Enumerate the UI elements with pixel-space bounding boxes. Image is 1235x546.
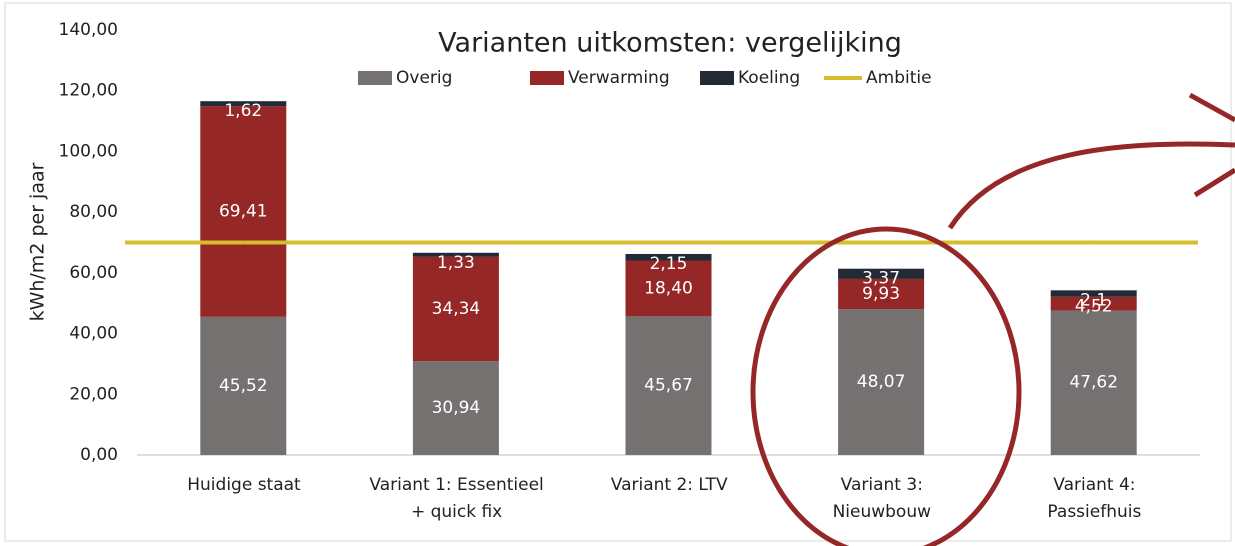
bar-segment xyxy=(625,253,712,261)
y-tick-label: 20,00 xyxy=(69,384,118,404)
value-label: 9,93 xyxy=(862,284,900,304)
value-label: 2,15 xyxy=(650,254,688,274)
legend-swatch xyxy=(700,71,734,85)
value-label: 47,62 xyxy=(1069,373,1118,393)
x-tick-label: Huidige staat xyxy=(187,475,301,495)
x-tick-label: Variant 3: Nieuwbouw xyxy=(832,475,932,522)
legend-label: Ambitie xyxy=(866,68,932,88)
y-axis-label: kWh/m2 per jaar xyxy=(27,162,49,321)
bar-segment xyxy=(1050,290,1137,297)
legend-label: Verwarming xyxy=(568,68,670,88)
bar-segment xyxy=(200,106,287,317)
arrow-head xyxy=(1188,92,1235,198)
value-label: 4,52 xyxy=(1075,297,1113,317)
y-tick-label: 100,00 xyxy=(59,141,118,161)
value-label: 48,07 xyxy=(857,372,906,392)
value-label: 2,1 xyxy=(1080,290,1107,310)
value-label: 1,62 xyxy=(224,101,262,121)
bar-segment xyxy=(412,256,499,362)
chart-title: Varianten uitkomsten: vergelijking xyxy=(438,28,902,59)
x-tick-label: Variant 2: LTV xyxy=(610,475,728,495)
bar-segment xyxy=(625,260,712,317)
arrow-shaft xyxy=(947,141,1235,230)
legend-swatch xyxy=(358,71,392,85)
value-label: 45,52 xyxy=(219,376,268,396)
y-tick-label: 60,00 xyxy=(69,263,118,283)
bar-segment xyxy=(200,101,287,107)
bar-segment xyxy=(1050,310,1137,455)
x-tick-label: Variant 1: Essentieel + quick fix xyxy=(369,475,544,522)
bar-segment xyxy=(412,252,499,257)
legend-label: Overig xyxy=(396,68,452,88)
legend-label: Koeling xyxy=(738,68,800,88)
value-label: 45,67 xyxy=(644,376,693,396)
frame xyxy=(4,2,1232,542)
bar-segment xyxy=(200,316,287,455)
value-label: 30,94 xyxy=(432,398,481,418)
y-tick-label: 40,00 xyxy=(69,324,118,344)
y-tick-label: 140,00 xyxy=(59,20,118,40)
bar-segment xyxy=(838,309,925,455)
value-label: 18,40 xyxy=(644,278,693,298)
y-tick-label: 120,00 xyxy=(59,81,118,101)
bar-segment xyxy=(625,316,712,455)
bar-segment xyxy=(1050,296,1137,311)
value-label: 69,41 xyxy=(219,201,268,221)
value-label: 1,33 xyxy=(437,253,475,273)
highlight-circle xyxy=(750,226,1022,546)
bar-segment xyxy=(412,361,499,455)
bar-segment xyxy=(838,268,925,279)
legend-swatch xyxy=(530,71,564,85)
value-label: 3,37 xyxy=(862,269,900,289)
y-tick-label: 0,00 xyxy=(80,445,118,465)
bar-segment xyxy=(838,278,925,310)
value-label: 34,34 xyxy=(432,299,481,319)
y-tick-label: 80,00 xyxy=(69,202,118,222)
x-tick-label: Variant 4: Passiefhuis xyxy=(1047,475,1142,522)
